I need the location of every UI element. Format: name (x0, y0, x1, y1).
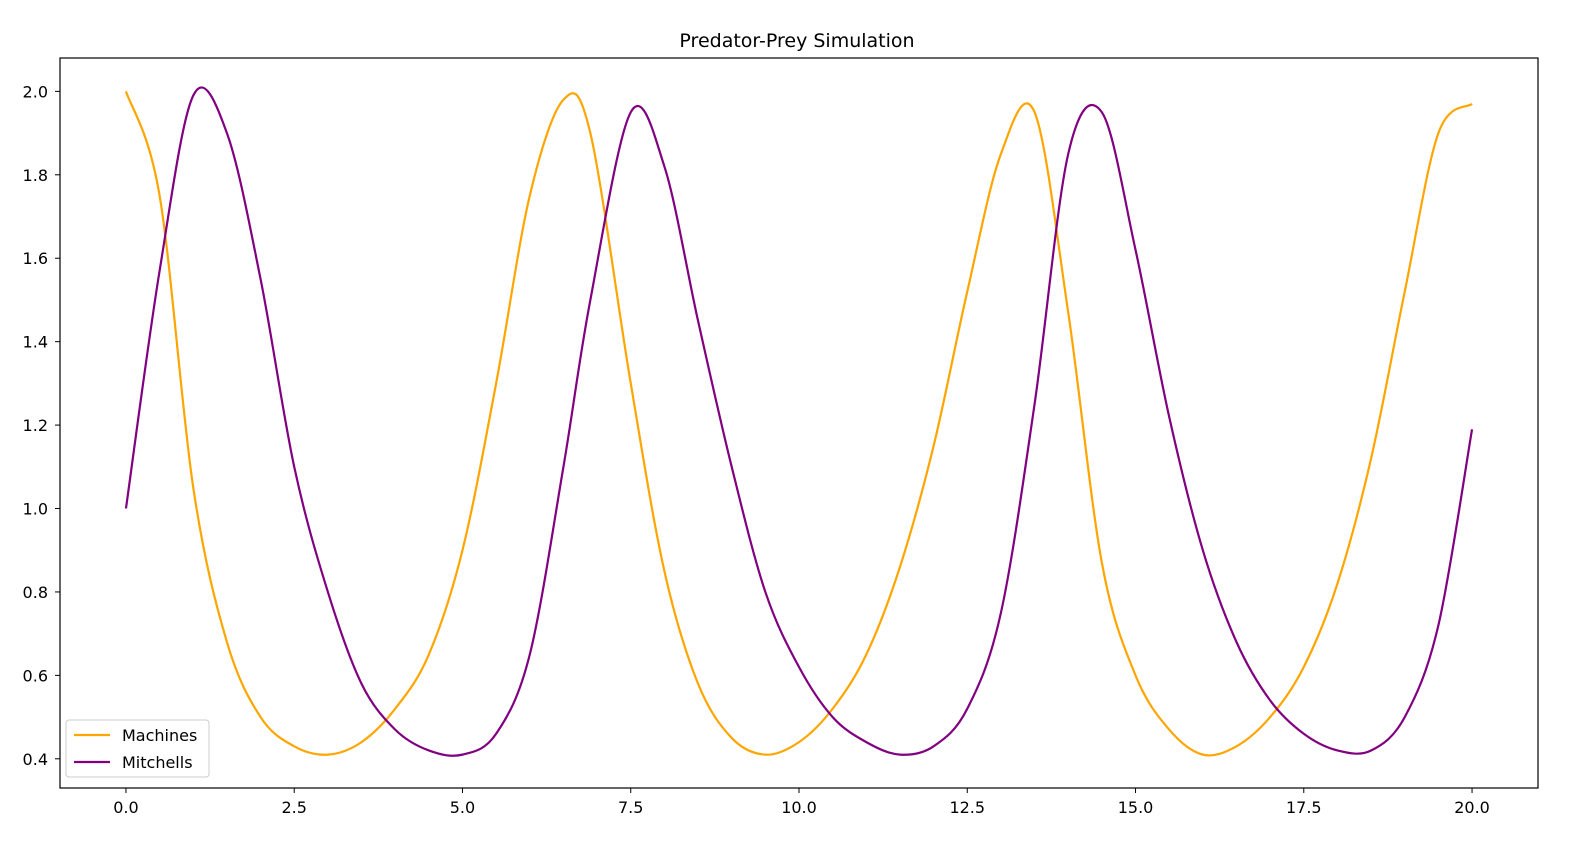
x-tick-label: 5.0 (450, 798, 475, 817)
x-tick-label: 12.5 (949, 798, 985, 817)
y-tick-label: 1.6 (23, 249, 48, 268)
y-axis: 0.4 0.6 0.8 1.0 1.2 1.4 1.6 1.8 2.0 (23, 82, 60, 769)
x-axis: 0.0 2.5 5.0 7.5 10.0 12.5 15.0 17.5 20.0 (113, 788, 1490, 817)
y-tick-label: 1.4 (23, 333, 48, 352)
y-tick-label: 0.8 (23, 583, 48, 602)
y-tick-label: 0.6 (23, 666, 48, 685)
x-tick-label: 0.0 (113, 798, 138, 817)
series-line-mitchells (124, 86, 1474, 757)
x-tick-label: 2.5 (281, 798, 306, 817)
y-tick-label: 1.8 (23, 166, 48, 185)
x-tick-label: 20.0 (1454, 798, 1490, 817)
y-tick-label: 0.4 (23, 750, 48, 769)
x-tick-label: 10.0 (781, 798, 817, 817)
legend-label-mitchells: Mitchells (122, 753, 193, 772)
x-tick-label: 17.5 (1286, 798, 1322, 817)
y-tick-label: 1.0 (23, 500, 48, 519)
x-tick-label: 15.0 (1118, 798, 1154, 817)
y-tick-label: 2.0 (23, 82, 48, 101)
chart-title: Predator-Prey Simulation (679, 30, 914, 52)
series-line-machines (124, 91, 1473, 757)
y-tick-label: 1.2 (23, 416, 48, 435)
legend: Machines Mitchells (65, 719, 210, 778)
x-tick-label: 7.5 (618, 798, 643, 817)
series-layer (124, 86, 1474, 757)
legend-label-machines: Machines (122, 726, 197, 745)
